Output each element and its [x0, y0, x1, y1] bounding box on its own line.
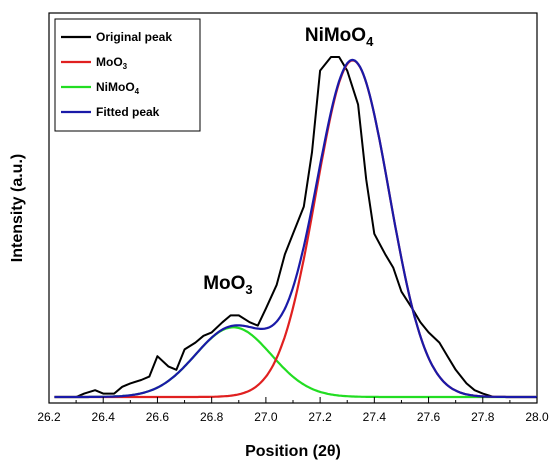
x-ticks: 26.2 26.4 26.6 26.8 27.0 27.2 27.4 27.6 27.8 28.0: [37, 397, 549, 424]
annotations: MoO3 NiMoO4: [203, 25, 374, 297]
x-tick-label: 27.8: [471, 410, 495, 424]
peak-annotation: NiMoO4: [305, 25, 374, 49]
x-tick-label: 27.2: [308, 410, 332, 424]
x-axis-label: Position (2θ): [245, 443, 341, 460]
legend: Original peak MoO3 NiMoO4 Fitted peak: [54, 18, 201, 132]
x-tick-label: 26.4: [92, 410, 116, 424]
x-tick-label: 26.2: [37, 410, 61, 424]
series-line-fitted-peak: [54, 58, 537, 399]
x-tick-label: 26.8: [200, 410, 224, 424]
series-group: [54, 56, 537, 399]
peak-annotation: MoO3: [203, 273, 252, 297]
legend-label: Original peak: [96, 30, 172, 44]
x-tick-label: 27.4: [363, 410, 387, 424]
x-tick-label: 28.0: [525, 410, 549, 424]
series-line-nimoo4: [54, 326, 537, 399]
x-tick-label: 26.6: [146, 410, 170, 424]
y-axis-label: Intensity (a.u.): [9, 154, 26, 262]
x-tick-label: 27.0: [254, 410, 278, 424]
x-tick-label: 27.6: [417, 410, 441, 424]
legend-label: MoO3: [96, 55, 128, 71]
series-line-original-peak: [75, 56, 505, 398]
legend-label: NiMoO4: [96, 80, 140, 96]
legend-label: Fitted peak: [96, 105, 160, 119]
